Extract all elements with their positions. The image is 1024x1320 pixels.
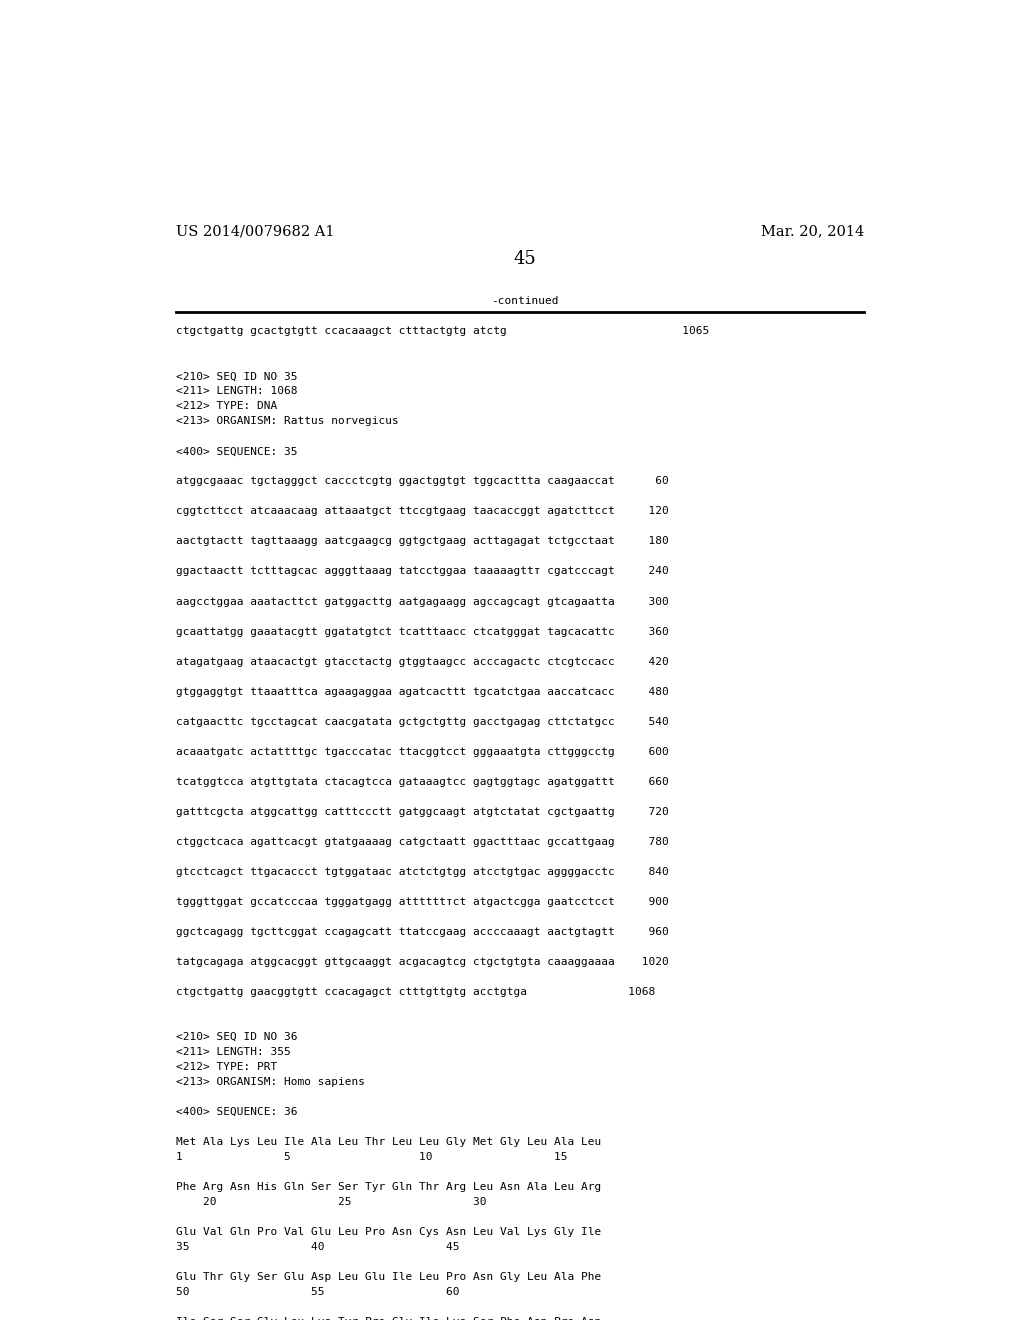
Text: Ile Ser Ser Gly Leu Lys Tyr Pro Gly Ile Lys Ser Phe Asn Pro Asn: Ile Ser Ser Gly Leu Lys Tyr Pro Gly Ile … [176,1317,601,1320]
Text: <210> SEQ ID NO 36: <210> SEQ ID NO 36 [176,1032,298,1041]
Text: Glu Val Gln Pro Val Glu Leu Pro Asn Cys Asn Leu Val Lys Gly Ile: Glu Val Gln Pro Val Glu Leu Pro Asn Cys … [176,1228,601,1237]
Text: 45: 45 [513,249,537,268]
Text: Met Ala Lys Leu Ile Ala Leu Thr Leu Leu Gly Met Gly Leu Ala Leu: Met Ala Lys Leu Ile Ala Leu Thr Leu Leu … [176,1137,601,1147]
Text: gtggaggtgt ttaaatttca agaagaggaa agatcacttt tgcatctgaa aaccatcacc     480: gtggaggtgt ttaaatttca agaagaggaa agatcac… [176,686,669,697]
Text: cggtcttcct atcaaacaag attaaatgct ttccgtgaag taacaccggt agatcttcct     120: cggtcttcct atcaaacaag attaaatgct ttccgtg… [176,507,669,516]
Text: Glu Thr Gly Ser Glu Asp Leu Glu Ile Leu Pro Asn Gly Leu Ala Phe: Glu Thr Gly Ser Glu Asp Leu Glu Ile Leu … [176,1272,601,1282]
Text: gtcctcagct ttgacaccct tgtggataac atctctgtgg atcctgtgac aggggacctc     840: gtcctcagct ttgacaccct tgtggataac atctctg… [176,867,669,876]
Text: gatttcgcta atggcattgg catttccctt gatggcaagt atgtctatat cgctgaattg     720: gatttcgcta atggcattgg catttccctt gatggca… [176,807,669,817]
Text: 50                  55                  60: 50 55 60 [176,1287,460,1298]
Text: aagcctggaa aaatacttct gatggacttg aatgagaagg agccagcagt gtcagaatta     300: aagcctggaa aaatacttct gatggacttg aatgaga… [176,597,669,606]
Text: <400> SEQUENCE: 36: <400> SEQUENCE: 36 [176,1107,298,1117]
Text: ctggctcaca agattcacgt gtatgaaaag catgctaatt ggactttaac gccattgaag     780: ctggctcaca agattcacgt gtatgaaaag catgcta… [176,837,669,846]
Text: tgggttggat gccatcccaa tgggatgagg attttttтct atgactcgga gaatcctcct     900: tgggttggat gccatcccaa tgggatgagg atttttt… [176,896,669,907]
Text: acaaatgatc actattttgc tgacccatac ttacggtcct gggaaatgta cttgggcctg     600: acaaatgatc actattttgc tgacccatac ttacggt… [176,747,669,756]
Text: <400> SEQUENCE: 35: <400> SEQUENCE: 35 [176,446,298,457]
Text: atggcgaaac tgctagggct caccctcgtg ggactggtgt tggcacttta caagaaccat      60: atggcgaaac tgctagggct caccctcgtg ggactgg… [176,477,669,486]
Text: US 2014/0079682 A1: US 2014/0079682 A1 [176,224,335,239]
Text: 35                  40                  45: 35 40 45 [176,1242,460,1253]
Text: <213> ORGANISM: Rattus norvegicus: <213> ORGANISM: Rattus norvegicus [176,416,398,426]
Text: gcaattatgg gaaatacgtt ggatatgtct tcatttaacc ctcatgggat tagcacattc     360: gcaattatgg gaaatacgtt ggatatgtct tcattta… [176,627,669,636]
Text: catgaacttc tgcctagcat caacgatata gctgctgttg gacctgagag cttctatgcc     540: catgaacttc tgcctagcat caacgatata gctgctg… [176,717,669,726]
Text: <210> SEQ ID NO 35: <210> SEQ ID NO 35 [176,371,298,381]
Text: aactgtactt tagttaaagg aatcgaagcg ggtgctgaag acttagagat tctgcctaat     180: aactgtactt tagttaaagg aatcgaagcg ggtgctg… [176,536,669,546]
Text: ggactaactt tctttagcac agggttaaag tatcctggaa taaaaagttт cgatcccagt     240: ggactaactt tctttagcac agggttaaag tatcctg… [176,566,669,577]
Text: Mar. 20, 2014: Mar. 20, 2014 [761,224,864,239]
Text: -continued: -continued [492,296,558,306]
Text: ctgctgattg gaacggtgtt ccacagagct ctttgttgtg acctgtga               1068: ctgctgattg gaacggtgtt ccacagagct ctttgtt… [176,987,655,997]
Text: <212> TYPE: DNA: <212> TYPE: DNA [176,401,278,412]
Text: atagatgaag ataacactgt gtacctactg gtggtaagcc acccagactc ctcgtccacc     420: atagatgaag ataacactgt gtacctactg gtggtaa… [176,656,669,667]
Text: tatgcagaga atggcacggt gttgcaaggt acgacagtcg ctgctgtgta caaaggaaaa    1020: tatgcagaga atggcacggt gttgcaaggt acgacag… [176,957,669,966]
Text: ggctcagagg tgcttcggat ccagagcatt ttatccgaag accccaaagt aactgtagtt     960: ggctcagagg tgcttcggat ccagagcatt ttatccg… [176,927,669,937]
Text: <211> LENGTH: 355: <211> LENGTH: 355 [176,1047,291,1057]
Text: <213> ORGANISM: Homo sapiens: <213> ORGANISM: Homo sapiens [176,1077,365,1086]
Text: tcatggtcca atgttgtata ctacagtcca gataaagtcc gagtggtagc agatggattt     660: tcatggtcca atgttgtata ctacagtcca gataaag… [176,776,669,787]
Text: <212> TYPE: PRT: <212> TYPE: PRT [176,1063,278,1072]
Text: 20                  25                  30: 20 25 30 [176,1197,486,1206]
Text: <211> LENGTH: 1068: <211> LENGTH: 1068 [176,387,298,396]
Text: ctgctgattg gcactgtgtt ccacaaagct ctttactgtg atctg                          1065: ctgctgattg gcactgtgtt ccacaaagct ctttact… [176,326,710,337]
Text: Phe Arg Asn His Gln Ser Ser Tyr Gln Thr Arg Leu Asn Ala Leu Arg: Phe Arg Asn His Gln Ser Ser Tyr Gln Thr … [176,1183,601,1192]
Text: 1               5                   10                  15: 1 5 10 15 [176,1152,567,1162]
